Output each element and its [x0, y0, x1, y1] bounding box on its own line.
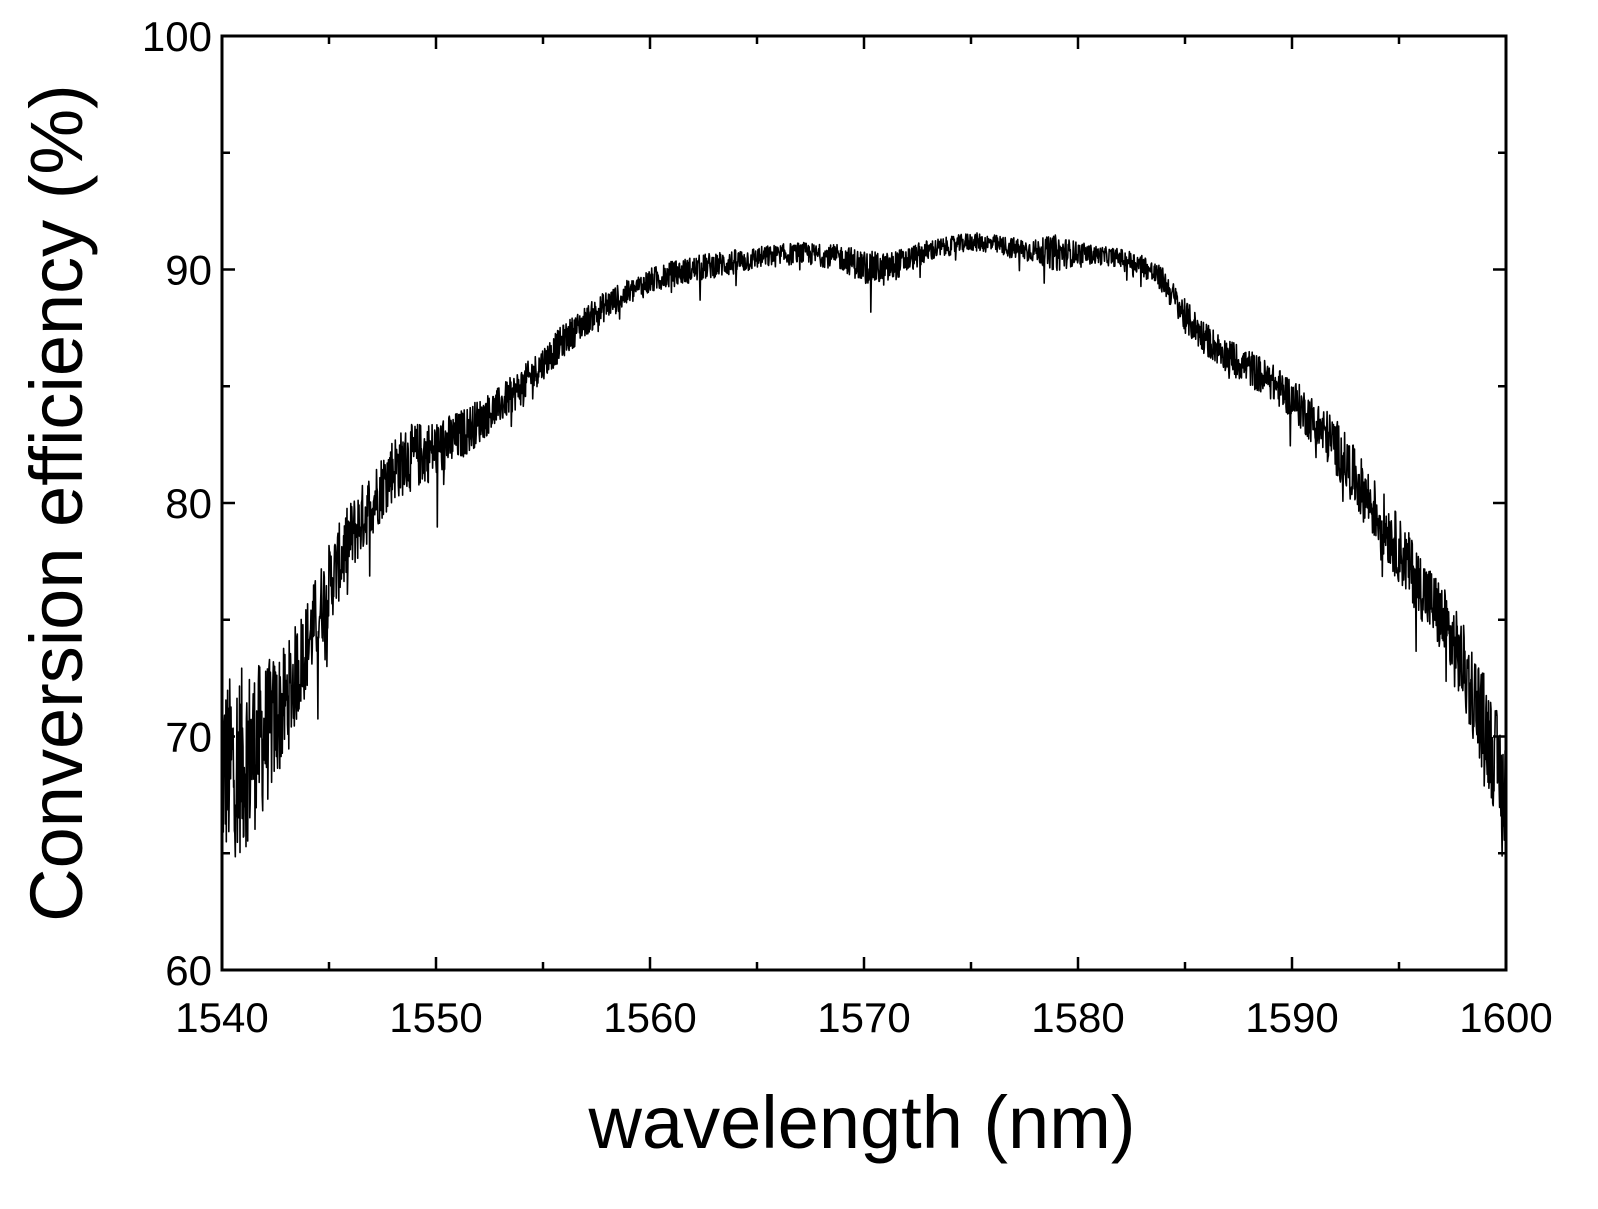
- x-tick-label: 1600: [1459, 994, 1552, 1041]
- ticks: [220, 34, 1508, 972]
- x-tick-label: 1570: [817, 994, 910, 1041]
- y-tick-label: 60: [165, 947, 212, 994]
- y-tick-label: 90: [165, 247, 212, 294]
- x-tick-label: 1550: [389, 994, 482, 1041]
- series-line: [222, 232, 1506, 858]
- x-axis-title: wavelength (nm): [587, 1081, 1135, 1164]
- y-tick-label: 80: [165, 480, 212, 527]
- y-tick-label: 70: [165, 714, 212, 761]
- x-tick-label: 1540: [175, 994, 268, 1041]
- y-axis-title: Conversion efficiency (%): [15, 84, 98, 922]
- y-tick-label: 100: [142, 13, 212, 60]
- x-tick-label: 1560: [603, 994, 696, 1041]
- x-tick-label: 1580: [1031, 994, 1124, 1041]
- x-tick-label: 1590: [1245, 994, 1338, 1041]
- plot-area: [222, 232, 1506, 858]
- tick-labels: 1540 1550 1560 1570 1580 1590 1600 60 70 80 90 100: [142, 13, 1553, 1041]
